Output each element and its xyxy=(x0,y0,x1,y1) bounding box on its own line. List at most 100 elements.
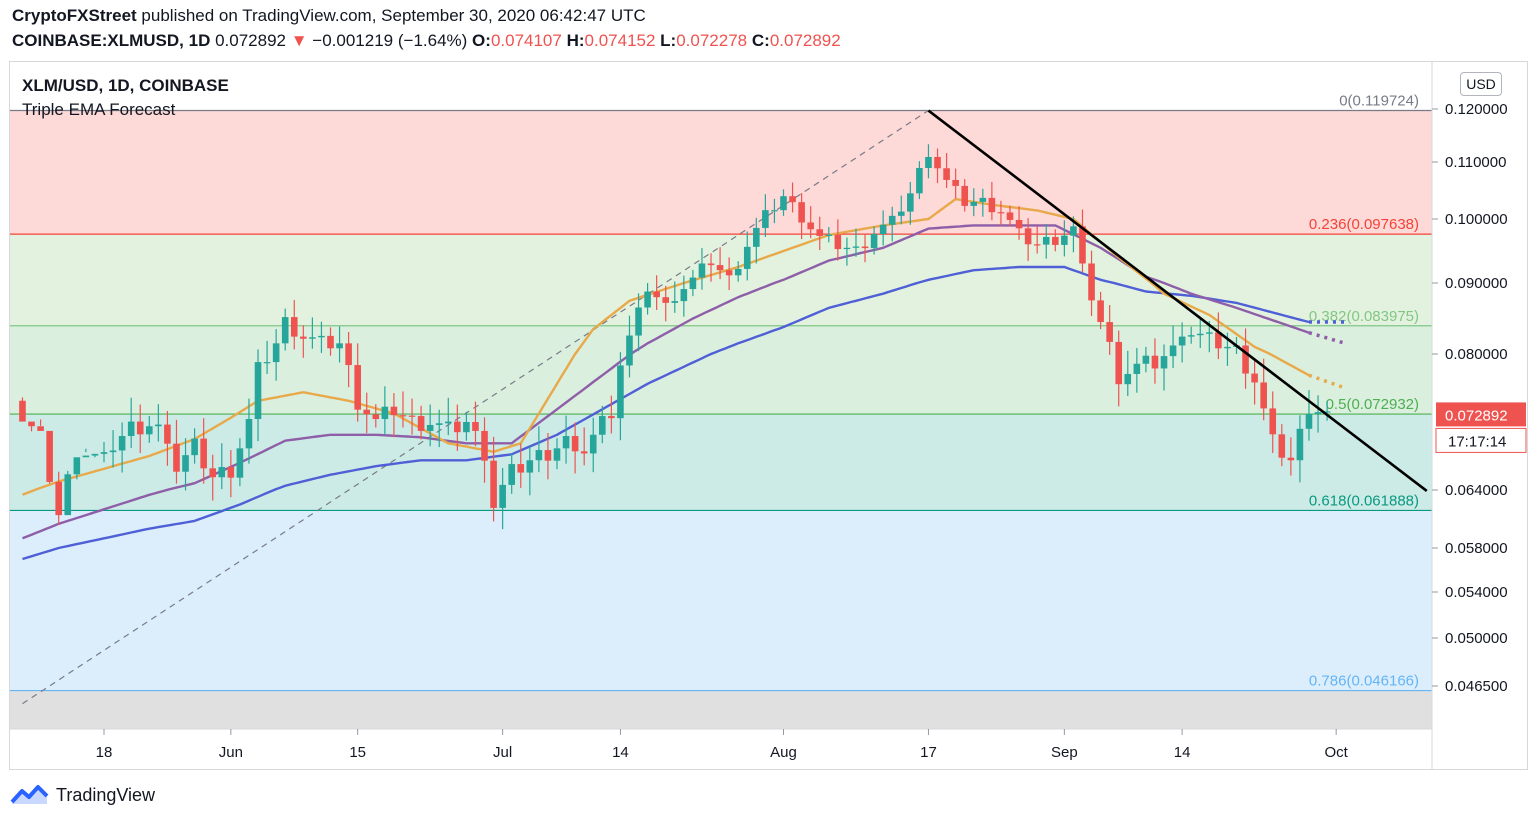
candle-body xyxy=(1115,341,1123,385)
candle-body xyxy=(28,421,35,427)
fib-zone-0.5 xyxy=(10,414,1432,511)
candle-body xyxy=(943,168,950,180)
candle-body xyxy=(444,421,452,424)
candle-body xyxy=(617,365,624,419)
currency-button[interactable]: USD xyxy=(1460,72,1502,96)
candle-body xyxy=(1006,212,1014,220)
candle-body xyxy=(997,212,1005,214)
low-label: L: xyxy=(660,31,677,50)
candle-body xyxy=(1079,226,1086,264)
candle-body xyxy=(182,455,189,472)
candle-body xyxy=(345,343,352,366)
candle-body xyxy=(1015,219,1023,229)
candle-body xyxy=(1024,228,1032,245)
legend-indicator[interactable]: Triple EMA Forecast xyxy=(22,100,176,119)
candle-body xyxy=(1042,236,1050,245)
candle-body xyxy=(861,246,869,249)
candle-body xyxy=(372,414,380,420)
tradingview-logo-icon xyxy=(10,785,49,804)
candle-body xyxy=(136,421,144,435)
author-name[interactable]: CryptoFXStreet xyxy=(12,6,137,25)
candle-body xyxy=(426,424,434,431)
candle-body xyxy=(1052,236,1059,245)
low-value: 0.072278 xyxy=(676,31,748,50)
price-tick-label: 0.054000 xyxy=(1445,584,1508,601)
candle-body xyxy=(734,268,742,276)
downtrend-line xyxy=(927,109,1428,493)
candle-body xyxy=(553,448,561,461)
candle-body xyxy=(499,484,506,508)
candle-body xyxy=(300,336,307,339)
high-label: H: xyxy=(566,31,585,50)
candle-body xyxy=(109,450,117,453)
fib-label-0.786: 0.786(0.046166) xyxy=(1309,673,1419,690)
candle-body xyxy=(408,415,416,417)
candle-body xyxy=(1033,244,1041,246)
candle-body xyxy=(934,156,941,169)
candle-body xyxy=(716,265,724,271)
candle-body xyxy=(988,197,996,213)
candle-body xyxy=(743,246,751,269)
candle-body xyxy=(1151,355,1159,369)
price-tick-label: 0.120000 xyxy=(1445,101,1508,118)
candle-body xyxy=(952,179,959,186)
candle-body xyxy=(390,406,398,416)
candle-body xyxy=(481,430,488,461)
candle-body xyxy=(671,301,679,303)
footer-brand[interactable]: TradingView xyxy=(56,784,156,805)
time-tick-label: Sep xyxy=(1051,744,1078,761)
fib-label-0.618: 0.618(0.061888) xyxy=(1309,492,1419,509)
fib-lines: 0(0.119724) 0.236(0.097638) 0.382(0.083975… xyxy=(10,92,1432,692)
candle-body xyxy=(435,423,443,425)
price-tick-label: 0.058000 xyxy=(1445,540,1508,557)
candle-body xyxy=(146,426,153,435)
fib-zones xyxy=(10,62,1432,729)
candle-body xyxy=(925,156,932,168)
fib-label-0.382: 0.382(0.083975) xyxy=(1309,308,1419,325)
publish-header: CryptoFXStreet published on TradingView.… xyxy=(12,6,646,26)
candle-body xyxy=(852,246,860,248)
candle-body xyxy=(1142,355,1150,364)
price-tick-label: 0.050000 xyxy=(1445,630,1508,647)
candle-body xyxy=(979,197,987,202)
candle-body xyxy=(318,335,325,338)
candle-body xyxy=(644,291,651,308)
open-label: O: xyxy=(472,31,491,50)
candle-body xyxy=(463,422,470,433)
candle-body xyxy=(417,416,425,431)
candle-body xyxy=(19,400,26,422)
candle-body xyxy=(1169,345,1177,357)
chart-frame[interactable] xyxy=(9,61,1528,770)
candle-body xyxy=(91,453,99,456)
candle-body xyxy=(580,451,588,454)
candle-body xyxy=(209,468,217,478)
candle-body xyxy=(1215,332,1222,349)
candle-body xyxy=(1133,363,1141,374)
candle-body xyxy=(608,416,615,419)
candle-body xyxy=(888,215,896,225)
candle-body xyxy=(680,289,688,302)
candle-body xyxy=(689,277,697,290)
candle-body xyxy=(1206,332,1213,334)
price-tick-label: 0.046500 xyxy=(1445,678,1508,695)
time-tick-label: 14 xyxy=(1174,744,1191,761)
candle-body xyxy=(1269,408,1277,435)
candle-body xyxy=(961,185,968,206)
candle-body xyxy=(272,343,280,363)
candle-body xyxy=(354,365,361,410)
close-label: C: xyxy=(751,31,770,50)
candle-body xyxy=(118,436,126,451)
candle-body xyxy=(589,434,597,454)
candle-body xyxy=(236,448,244,478)
candle-body xyxy=(626,335,633,366)
time-tick-label: 14 xyxy=(612,744,629,761)
candle-body xyxy=(907,193,914,212)
fib-label-0.236: 0.236(0.097638) xyxy=(1309,216,1419,233)
candle-body xyxy=(517,464,525,473)
candle-body xyxy=(635,307,642,336)
candle-body xyxy=(290,317,298,337)
price-tick-label: 0.090000 xyxy=(1445,275,1508,292)
published-text: published on TradingView.com, September … xyxy=(141,6,646,25)
candle-body xyxy=(73,457,81,475)
